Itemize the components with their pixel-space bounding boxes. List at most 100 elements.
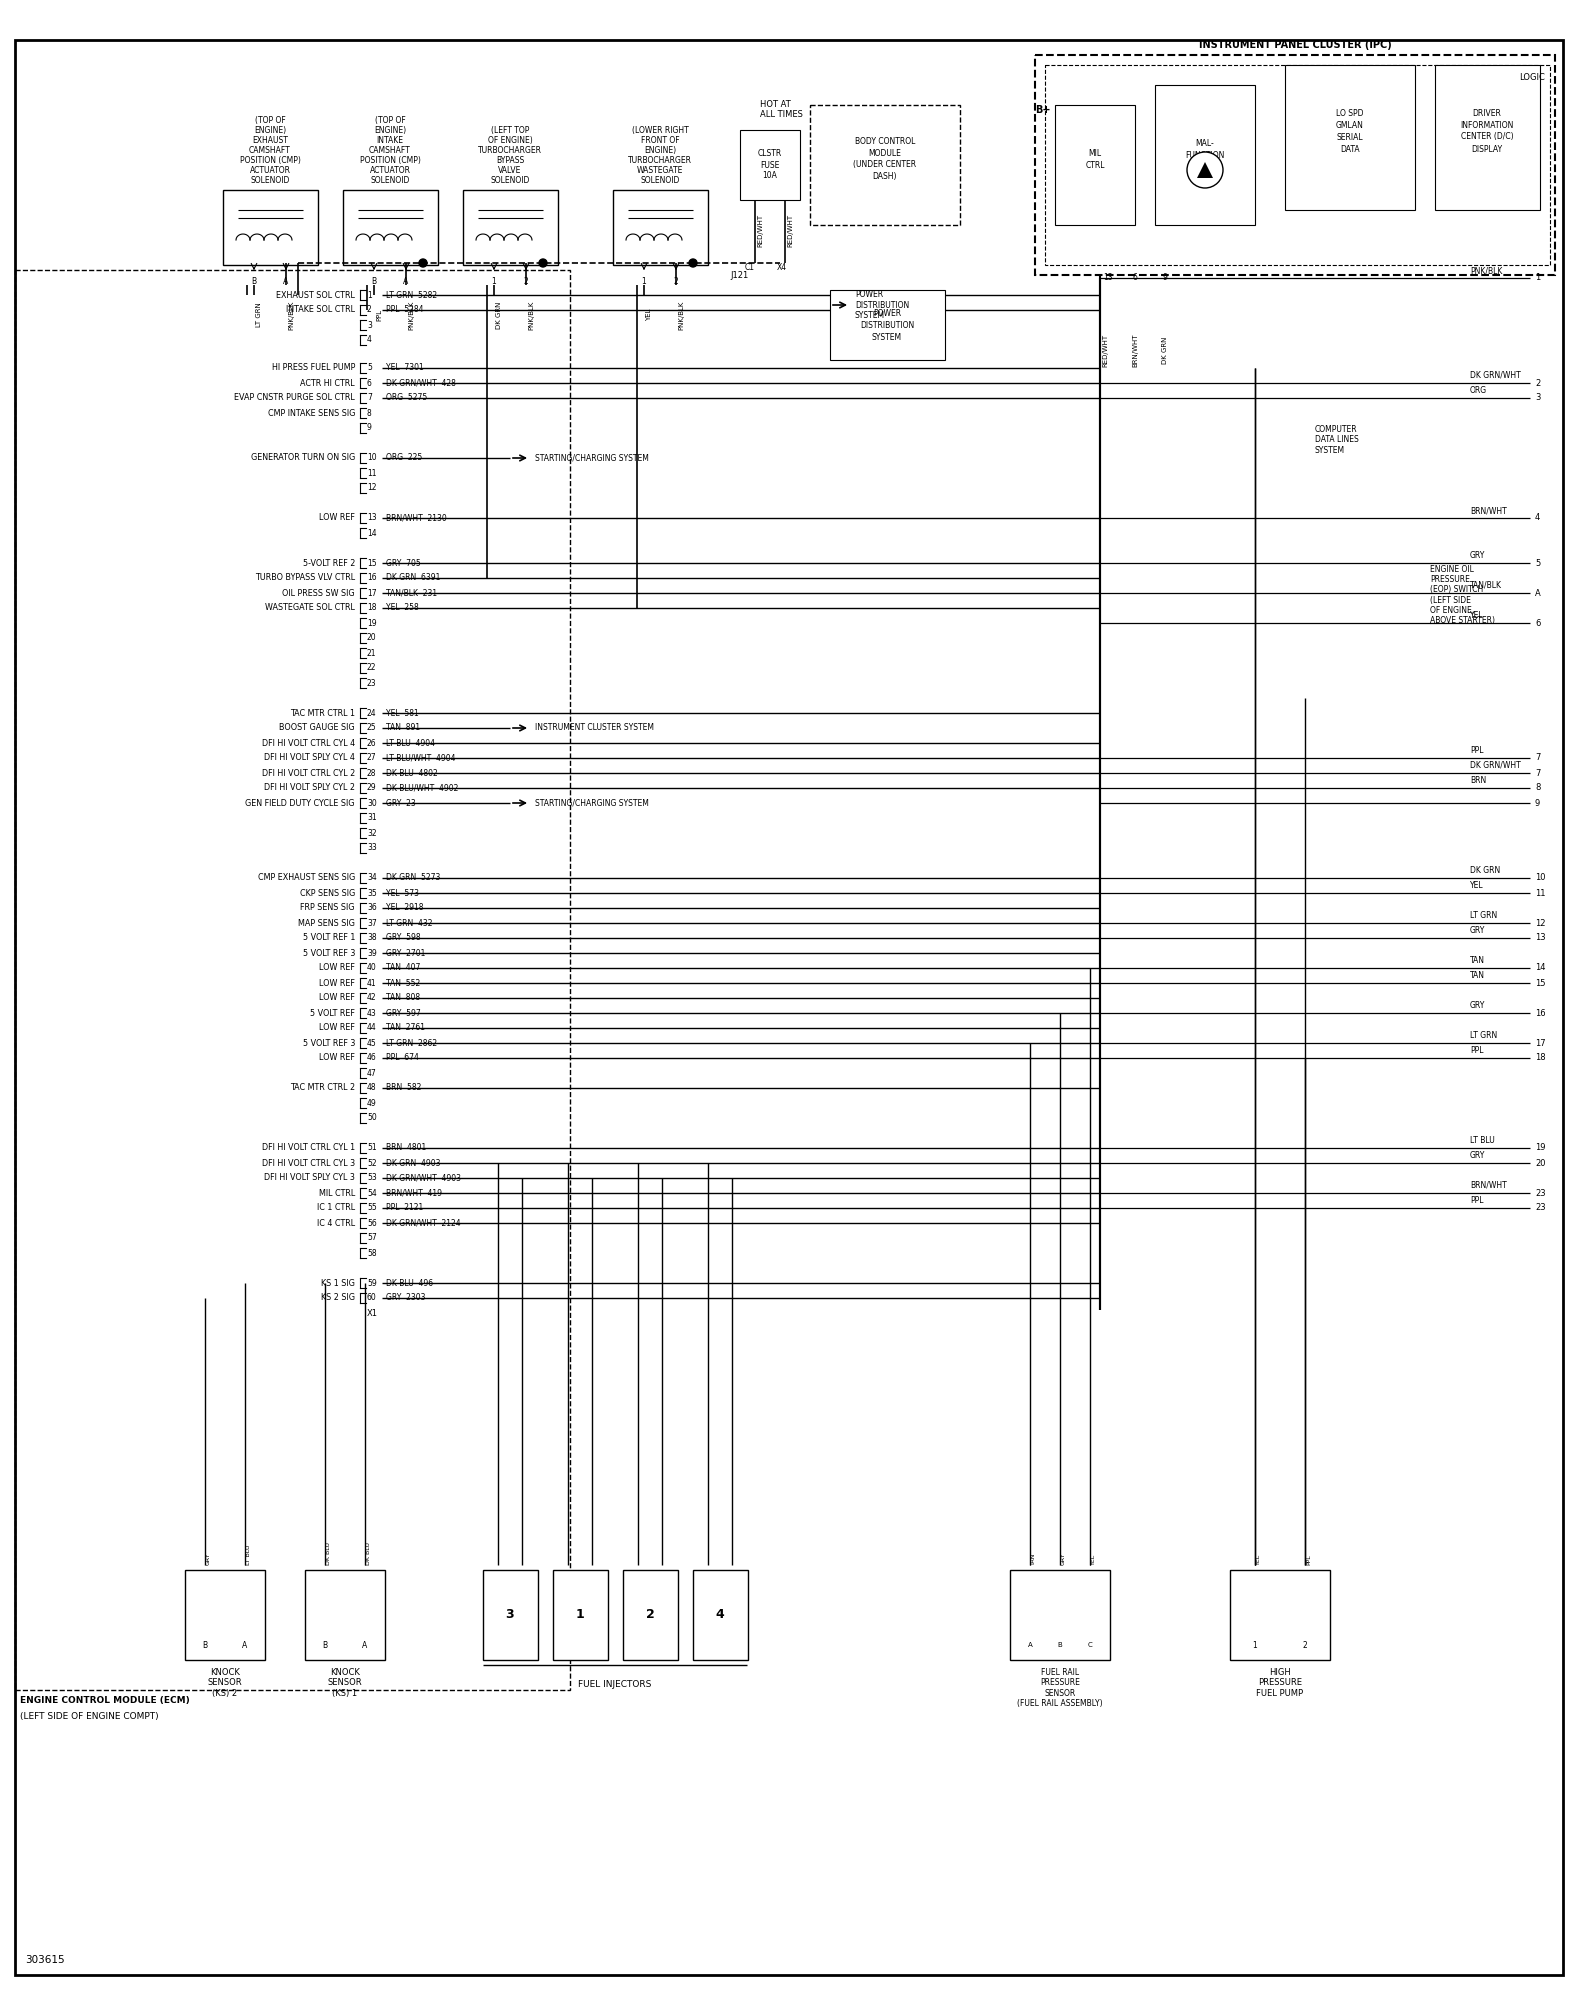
Text: 5: 5 [1535, 558, 1540, 568]
Text: 3: 3 [368, 320, 372, 330]
Text: 5-VOLT REF 2: 5-VOLT REF 2 [303, 558, 355, 568]
Text: PNK/BLK: PNK/BLK [679, 300, 683, 330]
Text: FUNCTION: FUNCTION [1185, 150, 1225, 160]
Bar [462, 190, 559, 264]
Text: 2: 2 [645, 1608, 655, 1622]
Text: GRY  705: GRY 705 [387, 558, 421, 568]
Circle shape [690, 258, 697, 266]
Text: BYPASS: BYPASS [495, 156, 524, 166]
Text: 5 VOLT REF 3: 5 VOLT REF 3 [303, 948, 355, 958]
Text: 12: 12 [368, 484, 377, 492]
Text: (UNDER CENTER: (UNDER CENTER [854, 160, 917, 170]
Text: POSITION (CMP): POSITION (CMP) [240, 156, 300, 166]
Text: 50: 50 [368, 1114, 377, 1122]
Text: 33: 33 [368, 844, 377, 852]
Text: 53: 53 [368, 1174, 377, 1182]
Text: TAN  891: TAN 891 [387, 724, 420, 732]
Text: BODY CONTROL: BODY CONTROL [855, 136, 915, 146]
Text: INFORMATION: INFORMATION [1460, 120, 1513, 130]
Text: BOOST GAUGE SIG: BOOST GAUGE SIG [279, 724, 355, 732]
Text: (LOWER RIGHT: (LOWER RIGHT [631, 126, 688, 136]
Bar [810, 104, 959, 224]
Text: COMPUTER
DATA LINES
SYSTEM: COMPUTER DATA LINES SYSTEM [1314, 426, 1359, 454]
Text: DISTRIBUTION: DISTRIBUTION [860, 320, 914, 330]
Text: TAN  2761: TAN 2761 [387, 1024, 424, 1032]
Text: HOT AT
ALL TIMES: HOT AT ALL TIMES [761, 100, 803, 120]
Text: DFI HI VOLT SPLY CYL 2: DFI HI VOLT SPLY CYL 2 [264, 784, 355, 792]
Text: SYSTEM: SYSTEM [873, 332, 903, 342]
Text: TAN/BLK  231: TAN/BLK 231 [387, 588, 437, 598]
Text: ORG  225: ORG 225 [387, 454, 423, 462]
Text: 7: 7 [1535, 768, 1540, 778]
Text: LOW REF: LOW REF [319, 994, 355, 1002]
Text: YEL  573: YEL 573 [387, 888, 420, 898]
Text: 23: 23 [368, 678, 377, 688]
Text: YEL  258: YEL 258 [387, 604, 418, 612]
Text: 1: 1 [492, 276, 497, 286]
Text: 6: 6 [1535, 618, 1540, 628]
Text: GRY  2701: GRY 2701 [387, 948, 426, 958]
Text: 13: 13 [368, 514, 377, 522]
Text: 5 VOLT REF: 5 VOLT REF [311, 1008, 355, 1018]
Text: ENGINE): ENGINE) [374, 126, 406, 136]
Text: J121: J121 [731, 270, 748, 280]
Text: TURBOCHARGER: TURBOCHARGER [478, 146, 541, 156]
Text: 10: 10 [1535, 874, 1545, 882]
Text: 19: 19 [368, 618, 377, 628]
Text: DK BLU  4802: DK BLU 4802 [387, 768, 437, 778]
Text: 20: 20 [368, 634, 377, 642]
Text: DK GRN/WHT: DK GRN/WHT [1471, 372, 1521, 380]
Text: LOW REF: LOW REF [319, 978, 355, 988]
Text: 45: 45 [368, 1038, 377, 1048]
Text: 17: 17 [1535, 1038, 1545, 1048]
Text: PPL: PPL [376, 308, 382, 322]
Text: VALVE: VALVE [499, 166, 522, 176]
Text: GMLAN: GMLAN [1337, 120, 1363, 130]
Text: IC 1 CTRL: IC 1 CTRL [317, 1204, 355, 1212]
Circle shape [420, 258, 428, 266]
Text: GRY  23: GRY 23 [387, 798, 415, 808]
Text: 30: 30 [368, 798, 377, 808]
Text: GEN FIELD DUTY CYCLE SIG: GEN FIELD DUTY CYCLE SIG [246, 798, 355, 808]
Text: BRN/WHT  2130: BRN/WHT 2130 [387, 514, 447, 522]
Text: ENGINE CONTROL MODULE (ECM): ENGINE CONTROL MODULE (ECM) [21, 1696, 189, 1704]
Text: BRN/WHT  419: BRN/WHT 419 [387, 1188, 442, 1198]
Bar [222, 190, 319, 264]
Text: CMP INTAKE SENS SIG: CMP INTAKE SENS SIG [268, 408, 355, 418]
Text: FRONT OF: FRONT OF [641, 136, 679, 146]
Text: 1: 1 [1535, 274, 1540, 282]
Text: GRY: GRY [1471, 1152, 1485, 1160]
Bar [623, 1570, 679, 1660]
Text: 22: 22 [368, 664, 377, 672]
Text: KNOCK
SENSOR
(KS) 2: KNOCK SENSOR (KS) 2 [208, 1668, 243, 1698]
Text: GRY: GRY [1471, 1000, 1485, 1010]
Text: DK GRN  4903: DK GRN 4903 [387, 1158, 440, 1168]
Text: 51: 51 [368, 1144, 377, 1152]
Text: 3: 3 [1535, 394, 1540, 402]
Bar [185, 1570, 265, 1660]
Text: 38: 38 [368, 934, 377, 942]
Text: B+: B+ [1035, 104, 1051, 114]
Text: LT GRN  5282: LT GRN 5282 [387, 290, 437, 300]
Text: DISPLAY: DISPLAY [1471, 144, 1502, 154]
Text: GRY: GRY [1471, 926, 1485, 936]
Text: (LEFT SIDE OF ENGINE COMPT): (LEFT SIDE OF ENGINE COMPT) [21, 1712, 159, 1720]
Text: ACTUATOR: ACTUATOR [369, 166, 410, 176]
Text: 3: 3 [505, 1608, 514, 1622]
Text: MODULE: MODULE [868, 148, 901, 158]
Text: DFI HI VOLT CTRL CYL 3: DFI HI VOLT CTRL CYL 3 [262, 1158, 355, 1168]
Text: 29: 29 [368, 784, 377, 792]
Text: KNOCK
SENSOR
(KS) 1: KNOCK SENSOR (KS) 1 [328, 1668, 363, 1698]
Text: DFI HI VOLT CTRL CYL 2: DFI HI VOLT CTRL CYL 2 [262, 768, 355, 778]
Text: DK GRN/WHT  4903: DK GRN/WHT 4903 [387, 1174, 461, 1182]
Polygon shape [1198, 162, 1213, 178]
Text: POSITION (CMP): POSITION (CMP) [360, 156, 420, 166]
Text: 5: 5 [368, 364, 372, 372]
Text: TAN  808: TAN 808 [387, 994, 420, 1002]
Text: 4: 4 [716, 1608, 724, 1622]
Text: PNK/BLK: PNK/BLK [1471, 266, 1502, 274]
Text: 27: 27 [368, 754, 377, 762]
Text: 16: 16 [368, 574, 377, 582]
Text: PNK/BLK: PNK/BLK [289, 300, 294, 330]
Text: LT BLU  4904: LT BLU 4904 [387, 738, 436, 748]
